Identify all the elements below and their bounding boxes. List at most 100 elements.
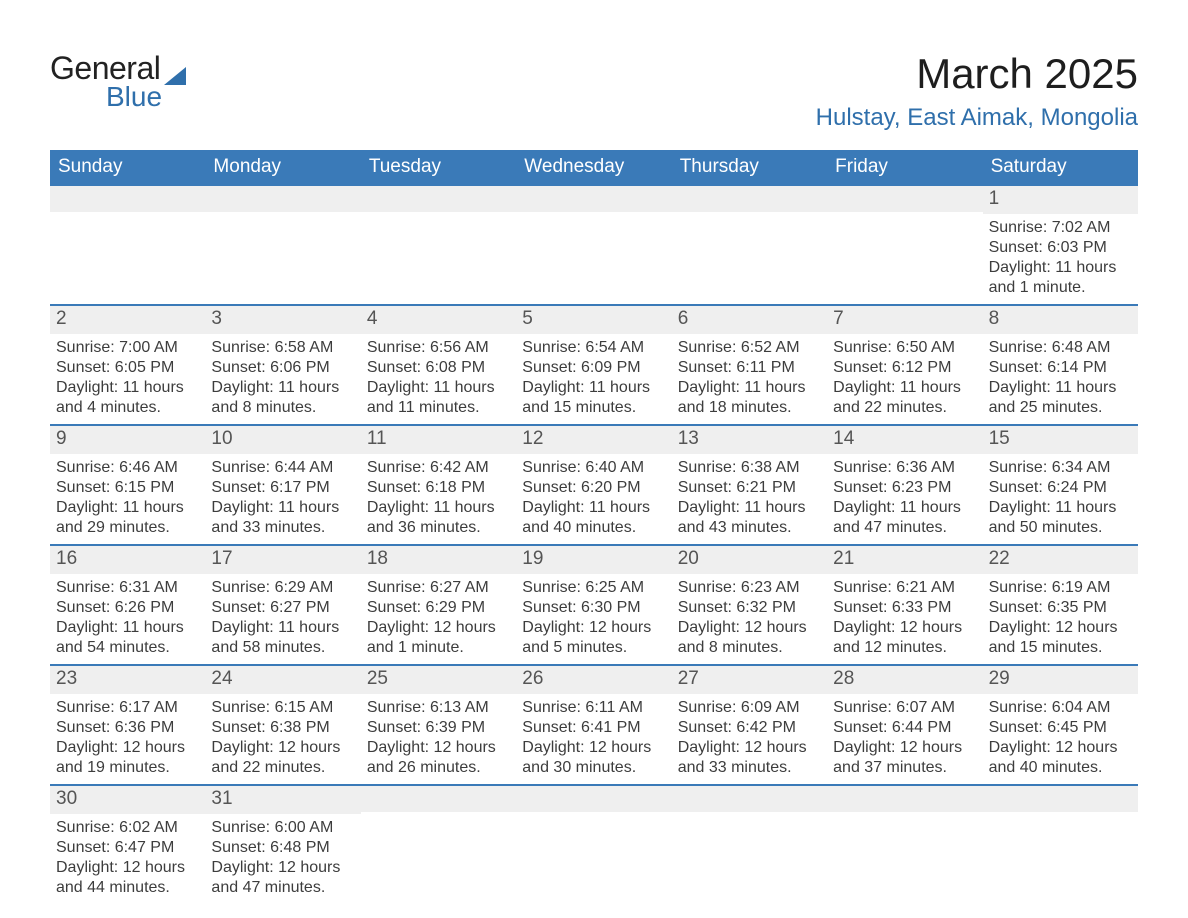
calendar-cell bbox=[827, 786, 982, 904]
day-number: 6 bbox=[672, 306, 827, 334]
dow-mon: Monday bbox=[205, 150, 360, 186]
sunrise: Sunrise: 6:54 AM bbox=[522, 338, 665, 358]
daylight: Daylight: 12 hours and 47 minutes. bbox=[211, 858, 354, 898]
sunset: Sunset: 6:48 PM bbox=[211, 838, 354, 858]
sunrise: Sunrise: 7:02 AM bbox=[989, 218, 1132, 238]
calendar: Sunday Monday Tuesday Wednesday Thursday… bbox=[50, 150, 1138, 904]
day-number: 23 bbox=[50, 666, 205, 694]
day-details: Sunrise: 6:27 AMSunset: 6:29 PMDaylight:… bbox=[361, 574, 516, 664]
calendar-cell: 4Sunrise: 6:56 AMSunset: 6:08 PMDaylight… bbox=[361, 306, 516, 424]
sunset: Sunset: 6:42 PM bbox=[678, 718, 821, 738]
calendar-cell: 13Sunrise: 6:38 AMSunset: 6:21 PMDayligh… bbox=[672, 426, 827, 544]
calendar-cell bbox=[983, 786, 1138, 904]
day-number: 28 bbox=[827, 666, 982, 694]
day-details: Sunrise: 6:13 AMSunset: 6:39 PMDaylight:… bbox=[361, 694, 516, 784]
day-details: Sunrise: 6:56 AMSunset: 6:08 PMDaylight:… bbox=[361, 334, 516, 424]
sunset: Sunset: 6:29 PM bbox=[367, 598, 510, 618]
day-number: 5 bbox=[516, 306, 671, 334]
daylight: Daylight: 12 hours and 22 minutes. bbox=[211, 738, 354, 778]
daylight: Daylight: 11 hours and 54 minutes. bbox=[56, 618, 199, 658]
day-details: Sunrise: 6:11 AMSunset: 6:41 PMDaylight:… bbox=[516, 694, 671, 784]
calendar-cell: 16Sunrise: 6:31 AMSunset: 6:26 PMDayligh… bbox=[50, 546, 205, 664]
day-details: Sunrise: 6:50 AMSunset: 6:12 PMDaylight:… bbox=[827, 334, 982, 424]
day-number bbox=[516, 786, 671, 812]
day-details: Sunrise: 6:38 AMSunset: 6:21 PMDaylight:… bbox=[672, 454, 827, 544]
calendar-cell: 6Sunrise: 6:52 AMSunset: 6:11 PMDaylight… bbox=[672, 306, 827, 424]
sunrise: Sunrise: 6:38 AM bbox=[678, 458, 821, 478]
sunset: Sunset: 6:14 PM bbox=[989, 358, 1132, 378]
day-details: Sunrise: 6:21 AMSunset: 6:33 PMDaylight:… bbox=[827, 574, 982, 664]
day-number: 19 bbox=[516, 546, 671, 574]
day-number: 31 bbox=[205, 786, 360, 814]
title-block: March 2025 Hulstay, East Aimak, Mongolia bbox=[816, 50, 1138, 132]
sunset: Sunset: 6:35 PM bbox=[989, 598, 1132, 618]
sunrise: Sunrise: 6:07 AM bbox=[833, 698, 976, 718]
calendar-week: 16Sunrise: 6:31 AMSunset: 6:26 PMDayligh… bbox=[50, 546, 1138, 666]
sunrise: Sunrise: 6:29 AM bbox=[211, 578, 354, 598]
sunrise: Sunrise: 6:02 AM bbox=[56, 818, 199, 838]
dow-tue: Tuesday bbox=[361, 150, 516, 186]
sunset: Sunset: 6:08 PM bbox=[367, 358, 510, 378]
calendar-cell bbox=[516, 786, 671, 904]
daylight: Daylight: 12 hours and 30 minutes. bbox=[522, 738, 665, 778]
day-number: 21 bbox=[827, 546, 982, 574]
day-details: Sunrise: 7:02 AMSunset: 6:03 PMDaylight:… bbox=[983, 214, 1138, 304]
day-number bbox=[361, 786, 516, 812]
daylight: Daylight: 11 hours and 25 minutes. bbox=[989, 378, 1132, 418]
day-number bbox=[672, 186, 827, 212]
sunset: Sunset: 6:38 PM bbox=[211, 718, 354, 738]
day-number: 24 bbox=[205, 666, 360, 694]
sunrise: Sunrise: 6:11 AM bbox=[522, 698, 665, 718]
day-number: 18 bbox=[361, 546, 516, 574]
day-number: 13 bbox=[672, 426, 827, 454]
calendar-cell: 12Sunrise: 6:40 AMSunset: 6:20 PMDayligh… bbox=[516, 426, 671, 544]
sunrise: Sunrise: 6:48 AM bbox=[989, 338, 1132, 358]
sunrise: Sunrise: 6:40 AM bbox=[522, 458, 665, 478]
calendar-cell: 21Sunrise: 6:21 AMSunset: 6:33 PMDayligh… bbox=[827, 546, 982, 664]
sunset: Sunset: 6:30 PM bbox=[522, 598, 665, 618]
sunset: Sunset: 6:21 PM bbox=[678, 478, 821, 498]
daylight: Daylight: 12 hours and 5 minutes. bbox=[522, 618, 665, 658]
day-number: 12 bbox=[516, 426, 671, 454]
day-details: Sunrise: 6:42 AMSunset: 6:18 PMDaylight:… bbox=[361, 454, 516, 544]
calendar-cell: 8Sunrise: 6:48 AMSunset: 6:14 PMDaylight… bbox=[983, 306, 1138, 424]
sunrise: Sunrise: 6:34 AM bbox=[989, 458, 1132, 478]
day-number: 3 bbox=[205, 306, 360, 334]
day-details: Sunrise: 6:40 AMSunset: 6:20 PMDaylight:… bbox=[516, 454, 671, 544]
sunset: Sunset: 6:26 PM bbox=[56, 598, 199, 618]
daylight: Daylight: 11 hours and 36 minutes. bbox=[367, 498, 510, 538]
sunset: Sunset: 6:39 PM bbox=[367, 718, 510, 738]
day-of-week-header: Sunday Monday Tuesday Wednesday Thursday… bbox=[50, 150, 1138, 186]
daylight: Daylight: 11 hours and 1 minute. bbox=[989, 258, 1132, 298]
sunset: Sunset: 6:32 PM bbox=[678, 598, 821, 618]
day-number bbox=[361, 186, 516, 212]
day-details: Sunrise: 6:46 AMSunset: 6:15 PMDaylight:… bbox=[50, 454, 205, 544]
header: General Blue March 2025 Hulstay, East Ai… bbox=[50, 50, 1138, 132]
sunset: Sunset: 6:47 PM bbox=[56, 838, 199, 858]
sunset: Sunset: 6:12 PM bbox=[833, 358, 976, 378]
calendar-cell: 14Sunrise: 6:36 AMSunset: 6:23 PMDayligh… bbox=[827, 426, 982, 544]
sunset: Sunset: 6:06 PM bbox=[211, 358, 354, 378]
sunset: Sunset: 6:15 PM bbox=[56, 478, 199, 498]
daylight: Daylight: 11 hours and 8 minutes. bbox=[211, 378, 354, 418]
calendar-week: 23Sunrise: 6:17 AMSunset: 6:36 PMDayligh… bbox=[50, 666, 1138, 786]
day-details: Sunrise: 6:48 AMSunset: 6:14 PMDaylight:… bbox=[983, 334, 1138, 424]
day-number: 16 bbox=[50, 546, 205, 574]
calendar-cell bbox=[205, 186, 360, 304]
daylight: Daylight: 11 hours and 33 minutes. bbox=[211, 498, 354, 538]
sunset: Sunset: 6:17 PM bbox=[211, 478, 354, 498]
logo: General Blue bbox=[50, 50, 186, 113]
day-number: 9 bbox=[50, 426, 205, 454]
day-number: 14 bbox=[827, 426, 982, 454]
daylight: Daylight: 12 hours and 33 minutes. bbox=[678, 738, 821, 778]
day-number: 20 bbox=[672, 546, 827, 574]
day-number: 11 bbox=[361, 426, 516, 454]
dow-sun: Sunday bbox=[50, 150, 205, 186]
dow-sat: Saturday bbox=[983, 150, 1138, 186]
calendar-week: 9Sunrise: 6:46 AMSunset: 6:15 PMDaylight… bbox=[50, 426, 1138, 546]
calendar-cell: 3Sunrise: 6:58 AMSunset: 6:06 PMDaylight… bbox=[205, 306, 360, 424]
dow-wed: Wednesday bbox=[516, 150, 671, 186]
day-number: 8 bbox=[983, 306, 1138, 334]
calendar-week: 2Sunrise: 7:00 AMSunset: 6:05 PMDaylight… bbox=[50, 306, 1138, 426]
sunset: Sunset: 6:44 PM bbox=[833, 718, 976, 738]
